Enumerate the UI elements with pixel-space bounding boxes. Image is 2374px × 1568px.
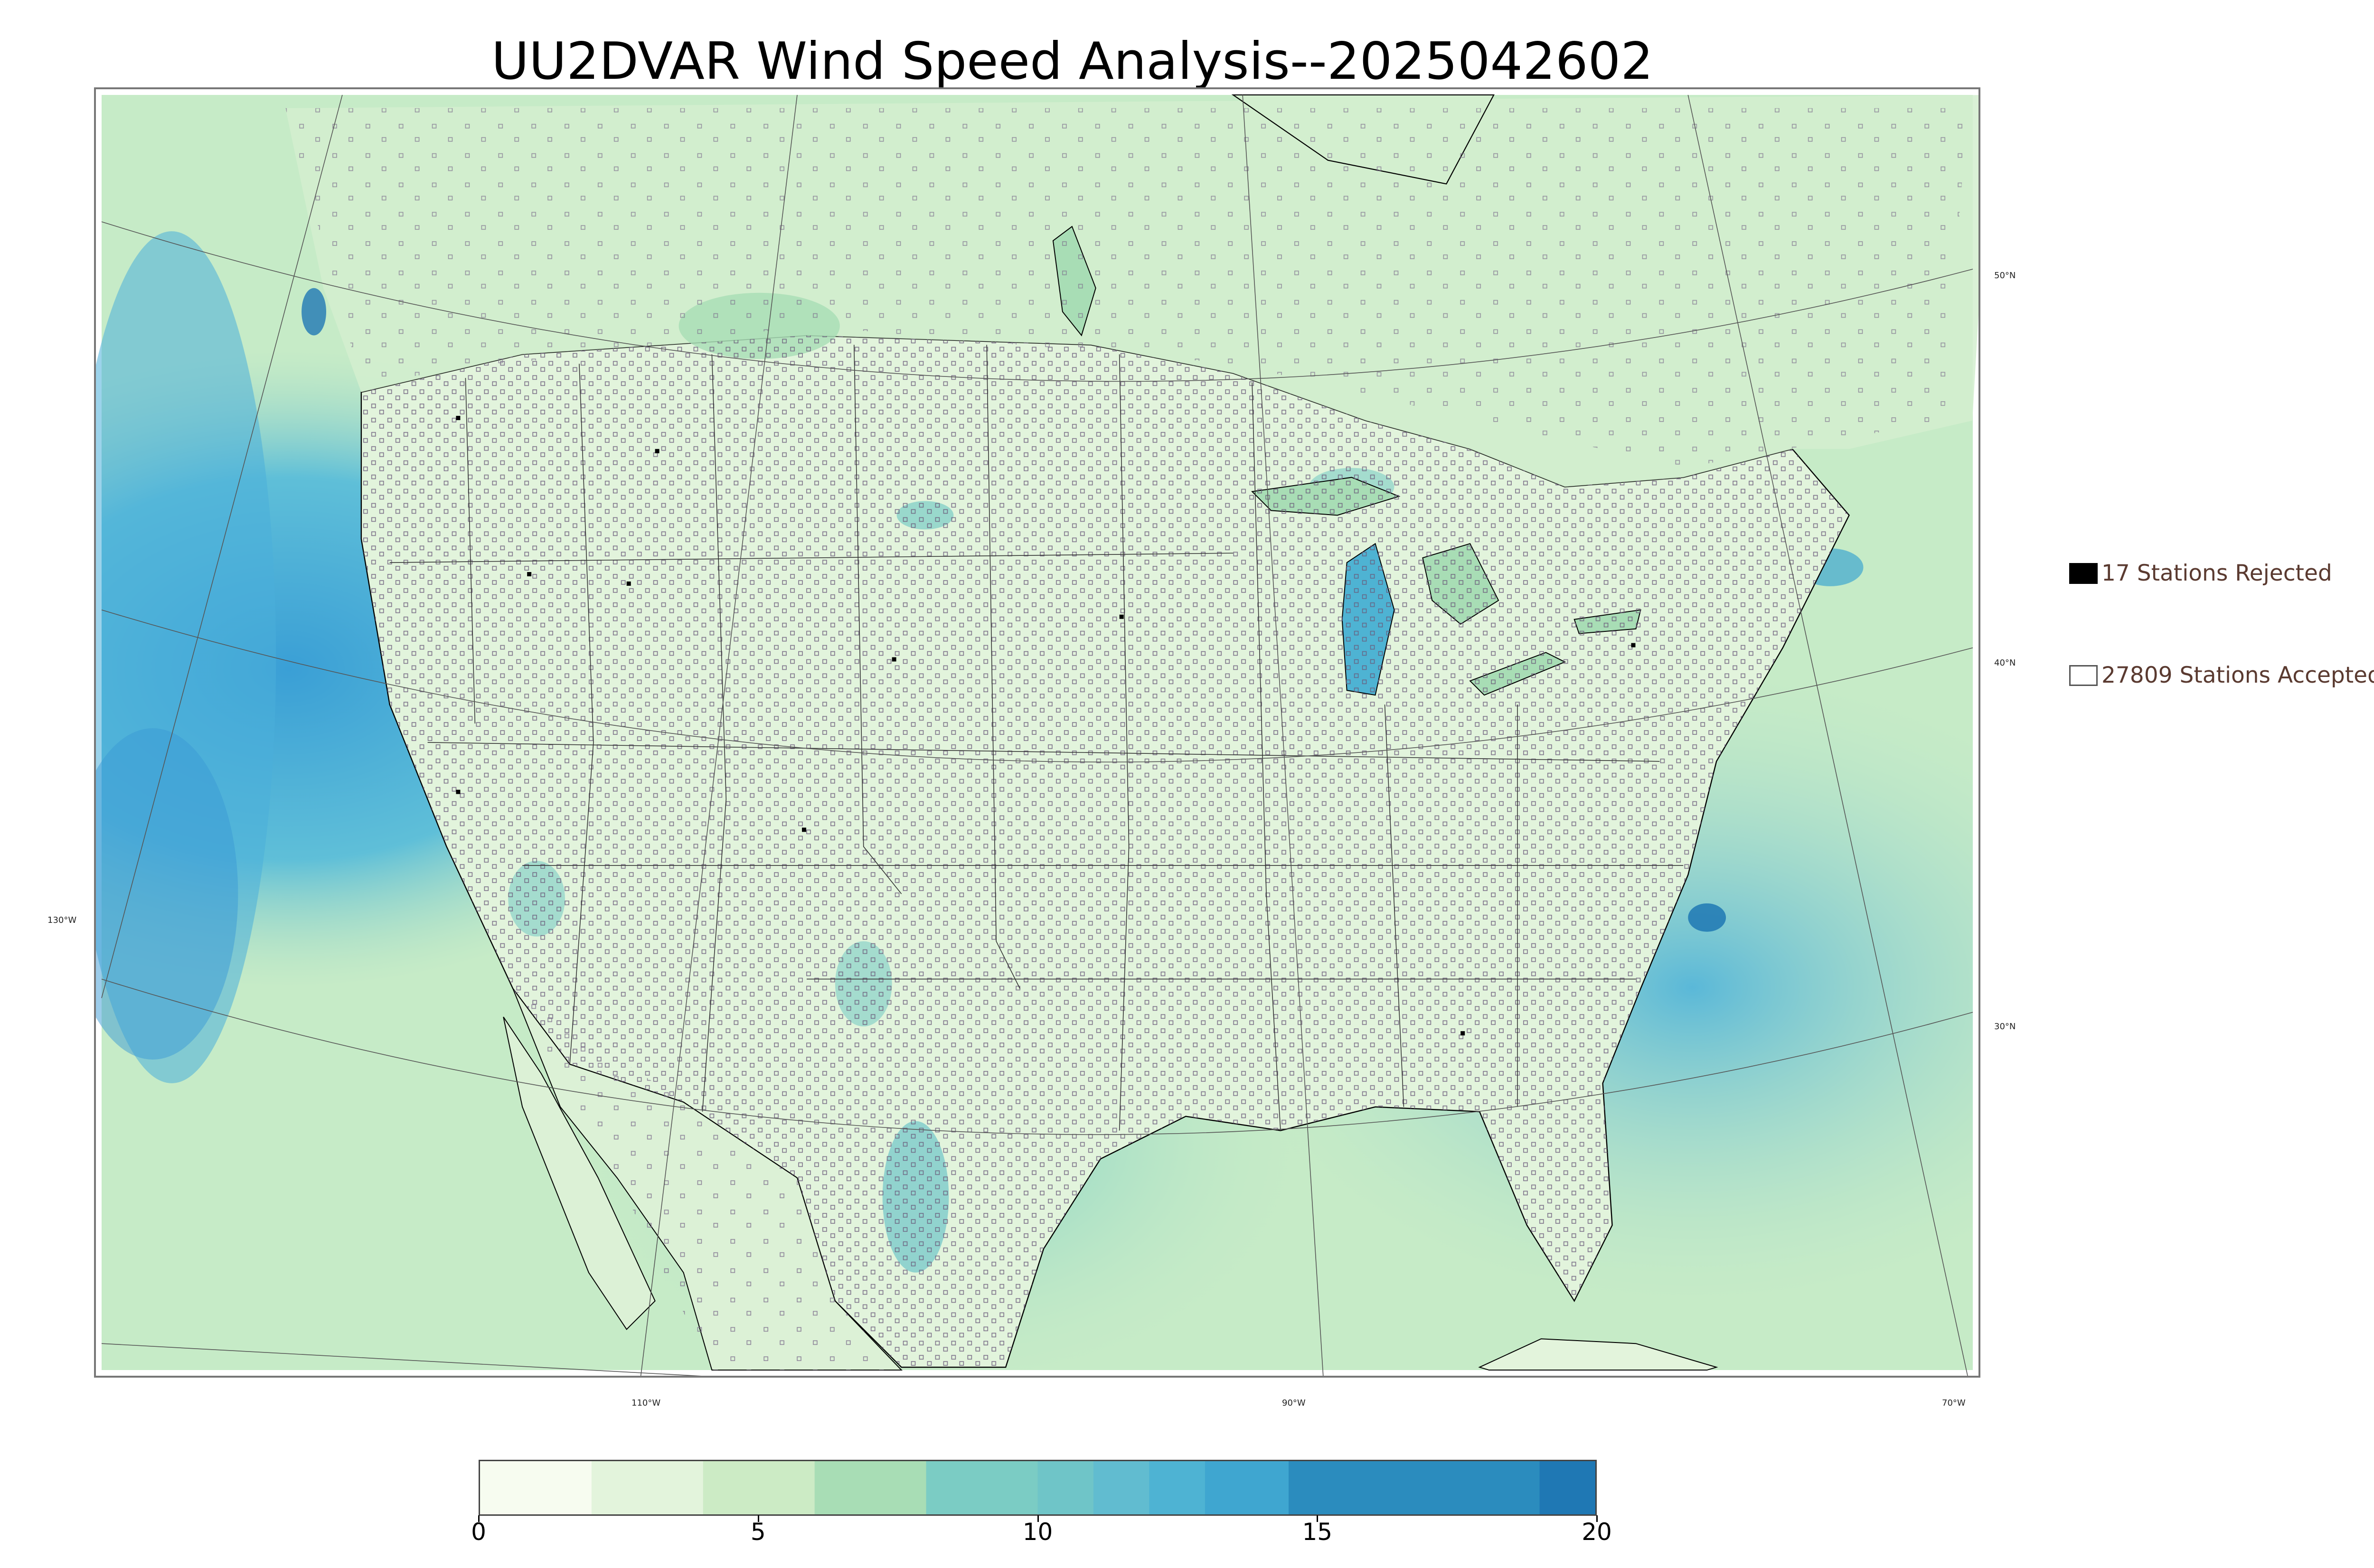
colorbar-segment bbox=[480, 1461, 592, 1514]
lat-label-50n: 50°N bbox=[1994, 271, 2016, 281]
accepted-marker-swatch bbox=[2069, 665, 2098, 686]
lon-label-130w: 130°W bbox=[47, 915, 77, 925]
colorbar-tick-label: 10 bbox=[1022, 1518, 1053, 1546]
colorbar bbox=[479, 1460, 1597, 1516]
colorbar-tick bbox=[757, 1515, 759, 1522]
colorbar-tick bbox=[1037, 1515, 1039, 1522]
accepted-label: 27809 Stations Accepted bbox=[2101, 662, 2374, 688]
colorbar-tick-label: 20 bbox=[1582, 1518, 1612, 1546]
legend-accepted: 27809 Stations Accepted bbox=[2069, 662, 2374, 688]
colorbar-segment bbox=[814, 1461, 927, 1514]
colorbar-tick bbox=[1596, 1515, 1598, 1522]
accepted-stations-layer bbox=[361, 335, 1849, 1368]
colorbar-segment bbox=[1205, 1461, 1290, 1514]
wind-speed-map[interactable] bbox=[94, 87, 1980, 1378]
colorbar-tick-label: 0 bbox=[471, 1518, 486, 1546]
lat-label-30n: 30°N bbox=[1994, 1022, 2016, 1032]
colorbar-segment bbox=[1289, 1461, 1540, 1514]
graticule bbox=[101, 94, 1973, 1376]
baja bbox=[503, 1016, 656, 1330]
colorbar-segment bbox=[1037, 1461, 1094, 1514]
colorbar-tick bbox=[478, 1515, 480, 1522]
lat-label-40n: 40°N bbox=[1994, 658, 2016, 668]
colorbar-segment bbox=[926, 1461, 1038, 1514]
cuba bbox=[1478, 1338, 1718, 1371]
chart-title: UU2DVAR Wind Speed Analysis--2025042602 bbox=[491, 32, 1653, 91]
legend-rejected: 17 Stations Rejected bbox=[2069, 560, 2332, 586]
rejected-label: 17 Stations Rejected bbox=[2101, 560, 2332, 586]
rejected-stations-layer bbox=[456, 415, 1636, 1036]
lon-label-70w: 70°W bbox=[1942, 1398, 1966, 1408]
colorbar-segment bbox=[1149, 1461, 1206, 1514]
colorbar-segment bbox=[1539, 1461, 1595, 1514]
colorbar-segment bbox=[591, 1461, 704, 1514]
colorbar-segment bbox=[703, 1461, 815, 1514]
state-borders bbox=[389, 345, 1684, 1131]
lon-label-90w: 90°W bbox=[1282, 1398, 1306, 1408]
colorbar-gradient bbox=[480, 1461, 1595, 1514]
lon-label-110w: 110°W bbox=[631, 1398, 661, 1408]
rejected-marker-swatch bbox=[2069, 563, 2098, 584]
colorbar-tick-label: 15 bbox=[1302, 1518, 1333, 1546]
colorbar-tick-label: 5 bbox=[750, 1518, 766, 1546]
map-canvas bbox=[96, 94, 1978, 1376]
colorbar-tick bbox=[1317, 1515, 1319, 1522]
colorbar-segment bbox=[1093, 1461, 1150, 1514]
